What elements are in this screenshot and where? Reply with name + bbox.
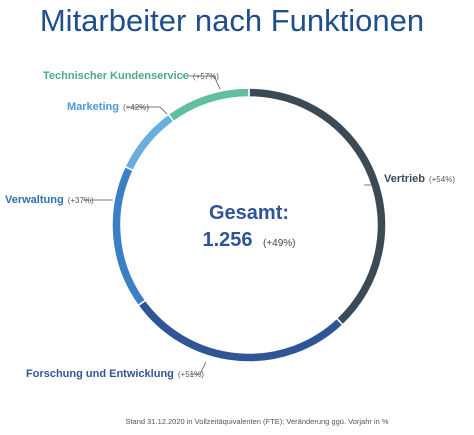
slice-verwaltung	[111, 165, 147, 307]
slice-label-verwaltung: Verwaltung (+37%)	[5, 194, 94, 206]
chart-title: Mitarbeiter nach Funktionen	[40, 3, 424, 38]
leader-lines	[83, 75, 375, 375]
slice-label-change: (+42%)	[123, 103, 149, 112]
slice-marketing	[124, 113, 175, 172]
slice-technischer-kundenservice	[167, 87, 250, 123]
slice-label-name: Marketing	[67, 101, 119, 113]
slice-label-name: Vertrieb	[384, 173, 425, 185]
slice-label-technischer-kundenservice: Technischer Kundenservice (+57%)	[43, 70, 219, 82]
slice-label-change: (+54%)	[429, 175, 455, 184]
slice-label-marketing: Marketing (+42%)	[67, 101, 149, 113]
slice-label-name: Forschung und Entwicklung	[26, 368, 174, 380]
center-total-label: Gesamt:	[209, 202, 289, 224]
slice-labels: Vertrieb (+54%) Forschung und Entwicklung (…	[5, 70, 455, 380]
slice-label-change: (+37%)	[68, 196, 94, 205]
footnote: Stand 31.12.2020 in Vollzeitäquivalenten…	[125, 417, 388, 426]
center-total-value: 1.256	[202, 229, 252, 251]
donut-slices	[111, 87, 387, 363]
center-total-line: 1.256 (+49%)	[202, 229, 295, 251]
leader-line-forschung-und-entwicklung	[190, 361, 207, 375]
slice-label-forschung-und-entwicklung: Forschung und Entwicklung (+51%)	[26, 368, 204, 380]
slice-forschung-und-entwicklung	[137, 299, 344, 363]
center-total-change: (+49%)	[263, 238, 296, 249]
slice-label-vertrieb: Vertrieb (+54%)	[384, 173, 455, 185]
leader-line-marketing	[126, 106, 168, 115]
slice-label-change: (+57%)	[193, 72, 219, 81]
slice-label-name: Technischer Kundenservice	[43, 70, 189, 82]
slice-label-change: (+51%)	[178, 370, 204, 379]
leader-line-technischer-kundenservice	[182, 75, 221, 90]
slice-label-name: Verwaltung	[5, 194, 64, 206]
